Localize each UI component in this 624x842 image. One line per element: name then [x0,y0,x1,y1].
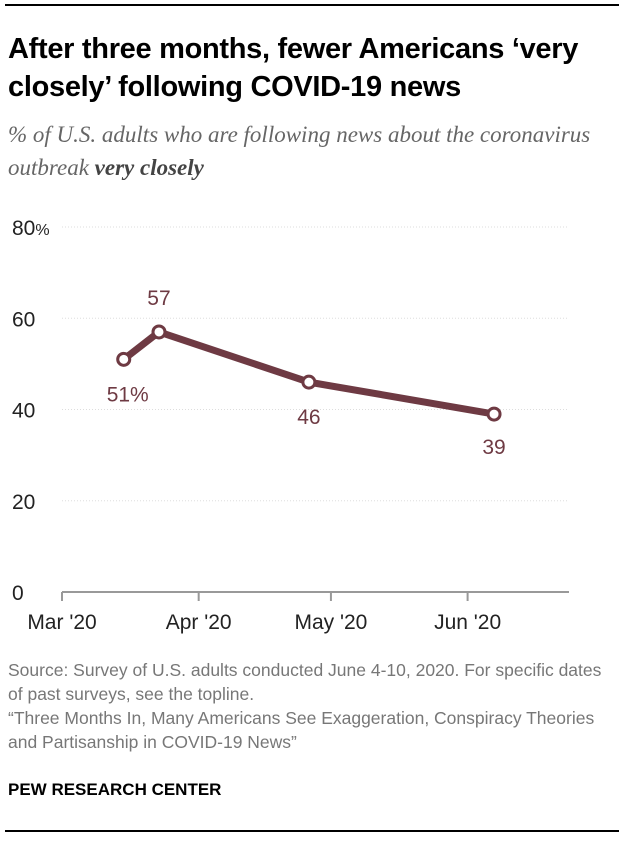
y-tick-label: 80% [12,217,50,240]
bottom-rule [5,830,619,832]
series-line [121,328,495,418]
data-point [301,374,317,390]
x-tick-label: May '20 [294,611,367,634]
x-tick-label: Mar '20 [27,611,96,634]
x-tick-label: Apr '20 [166,611,232,634]
top-rule [5,4,619,6]
line-chart: 0 20 40 60 80% Mar '20 Apr '20 May '20 Jun '20 51… [12,217,569,634]
subtitle-emphasis: very closely [94,155,204,180]
subtitle-text: % of U.S. adults who are following news … [8,122,591,180]
chart-title: After three months, fewer Americans ‘ver… [8,33,579,103]
chart-subtitle: % of U.S. adults who are following news … [8,118,618,184]
y-tick-label: 40 [12,400,35,423]
y-tick-label: 0 [12,582,24,605]
pew-logo-text: PEW RESEARCH CENTER [8,780,222,799]
data-point [151,324,167,340]
report-title: “Three Months In, Many Americans See Exa… [8,708,595,752]
data-point [116,351,132,367]
data-label: 51% [107,383,149,406]
data-label: 46 [297,406,320,429]
data-label: 57 [147,287,170,310]
y-tick-label: 60 [12,308,35,331]
y-tick-label: 20 [12,491,35,514]
x-tick-label: Jun '20 [434,611,501,634]
source-note: Source: Survey of U.S. adults conducted … [8,658,618,754]
source-text: Source: Survey of U.S. adults conducted … [8,660,602,704]
data-label: 39 [482,436,505,459]
data-point [486,406,502,422]
